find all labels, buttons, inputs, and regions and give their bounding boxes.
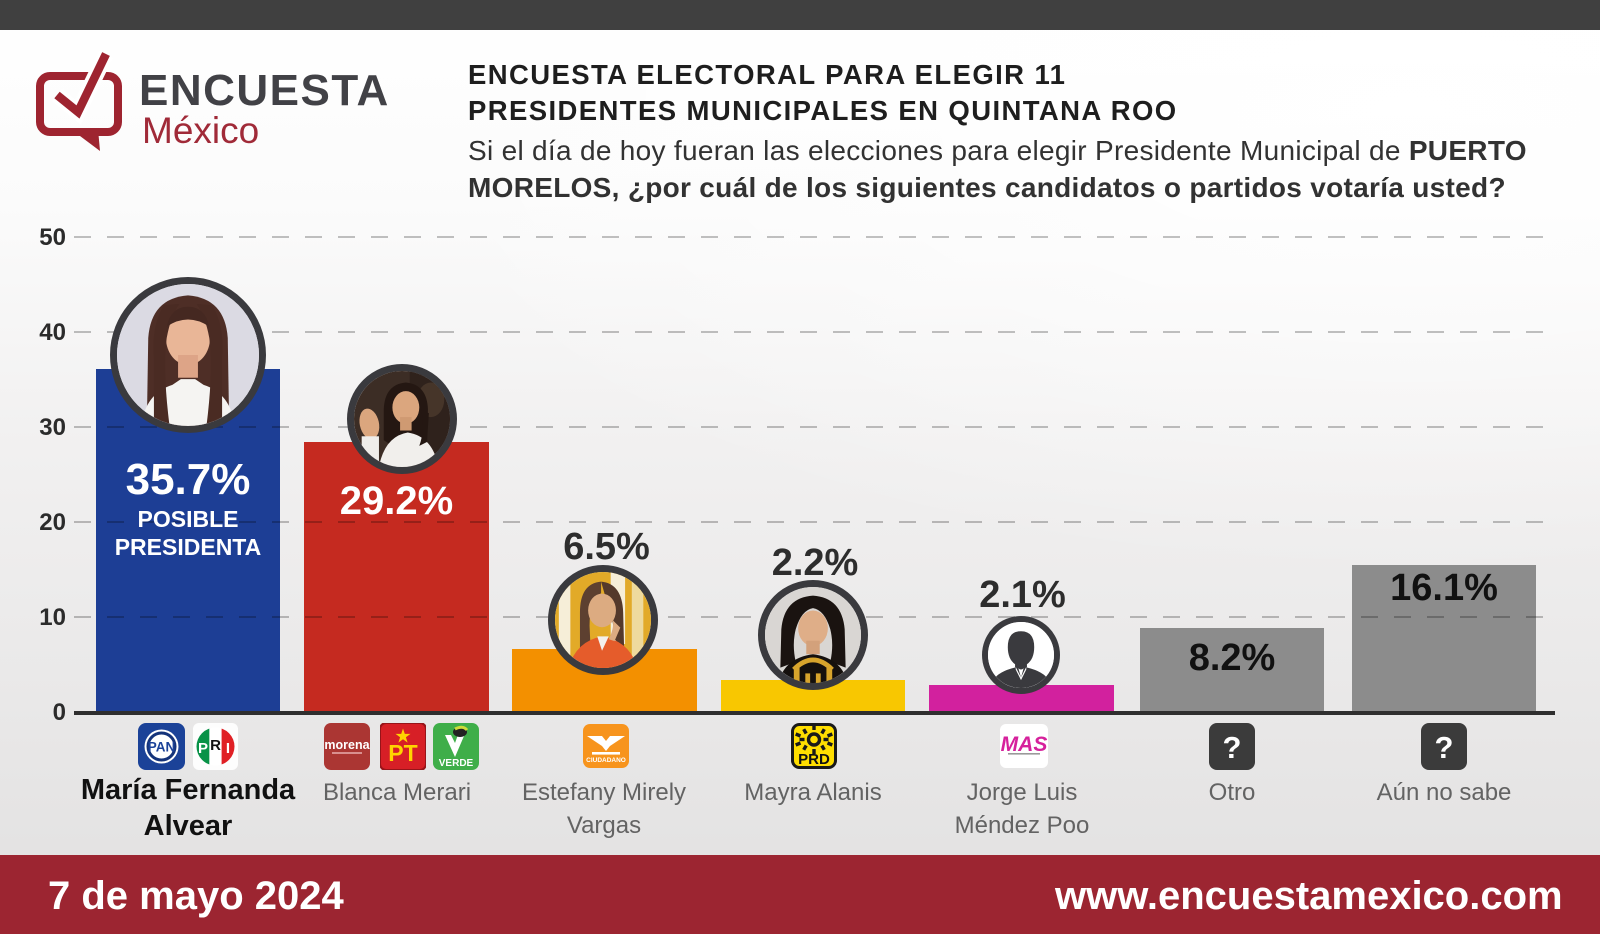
svg-text:CIUDADANO: CIUDADANO <box>586 757 626 764</box>
svg-text:P: P <box>198 740 208 757</box>
svg-text:R: R <box>210 737 221 754</box>
svg-text:MAS: MAS <box>1001 733 1048 756</box>
svg-text:PT: PT <box>388 740 417 766</box>
svg-text:morena: morena <box>324 738 370 752</box>
svg-text:?: ? <box>1223 730 1242 765</box>
svg-text:I: I <box>226 740 230 757</box>
svg-text:?: ? <box>1435 730 1454 765</box>
svg-text:PAN: PAN <box>148 740 176 755</box>
svg-text:VERDE: VERDE <box>439 758 474 769</box>
svg-text:PRD: PRD <box>798 751 830 768</box>
